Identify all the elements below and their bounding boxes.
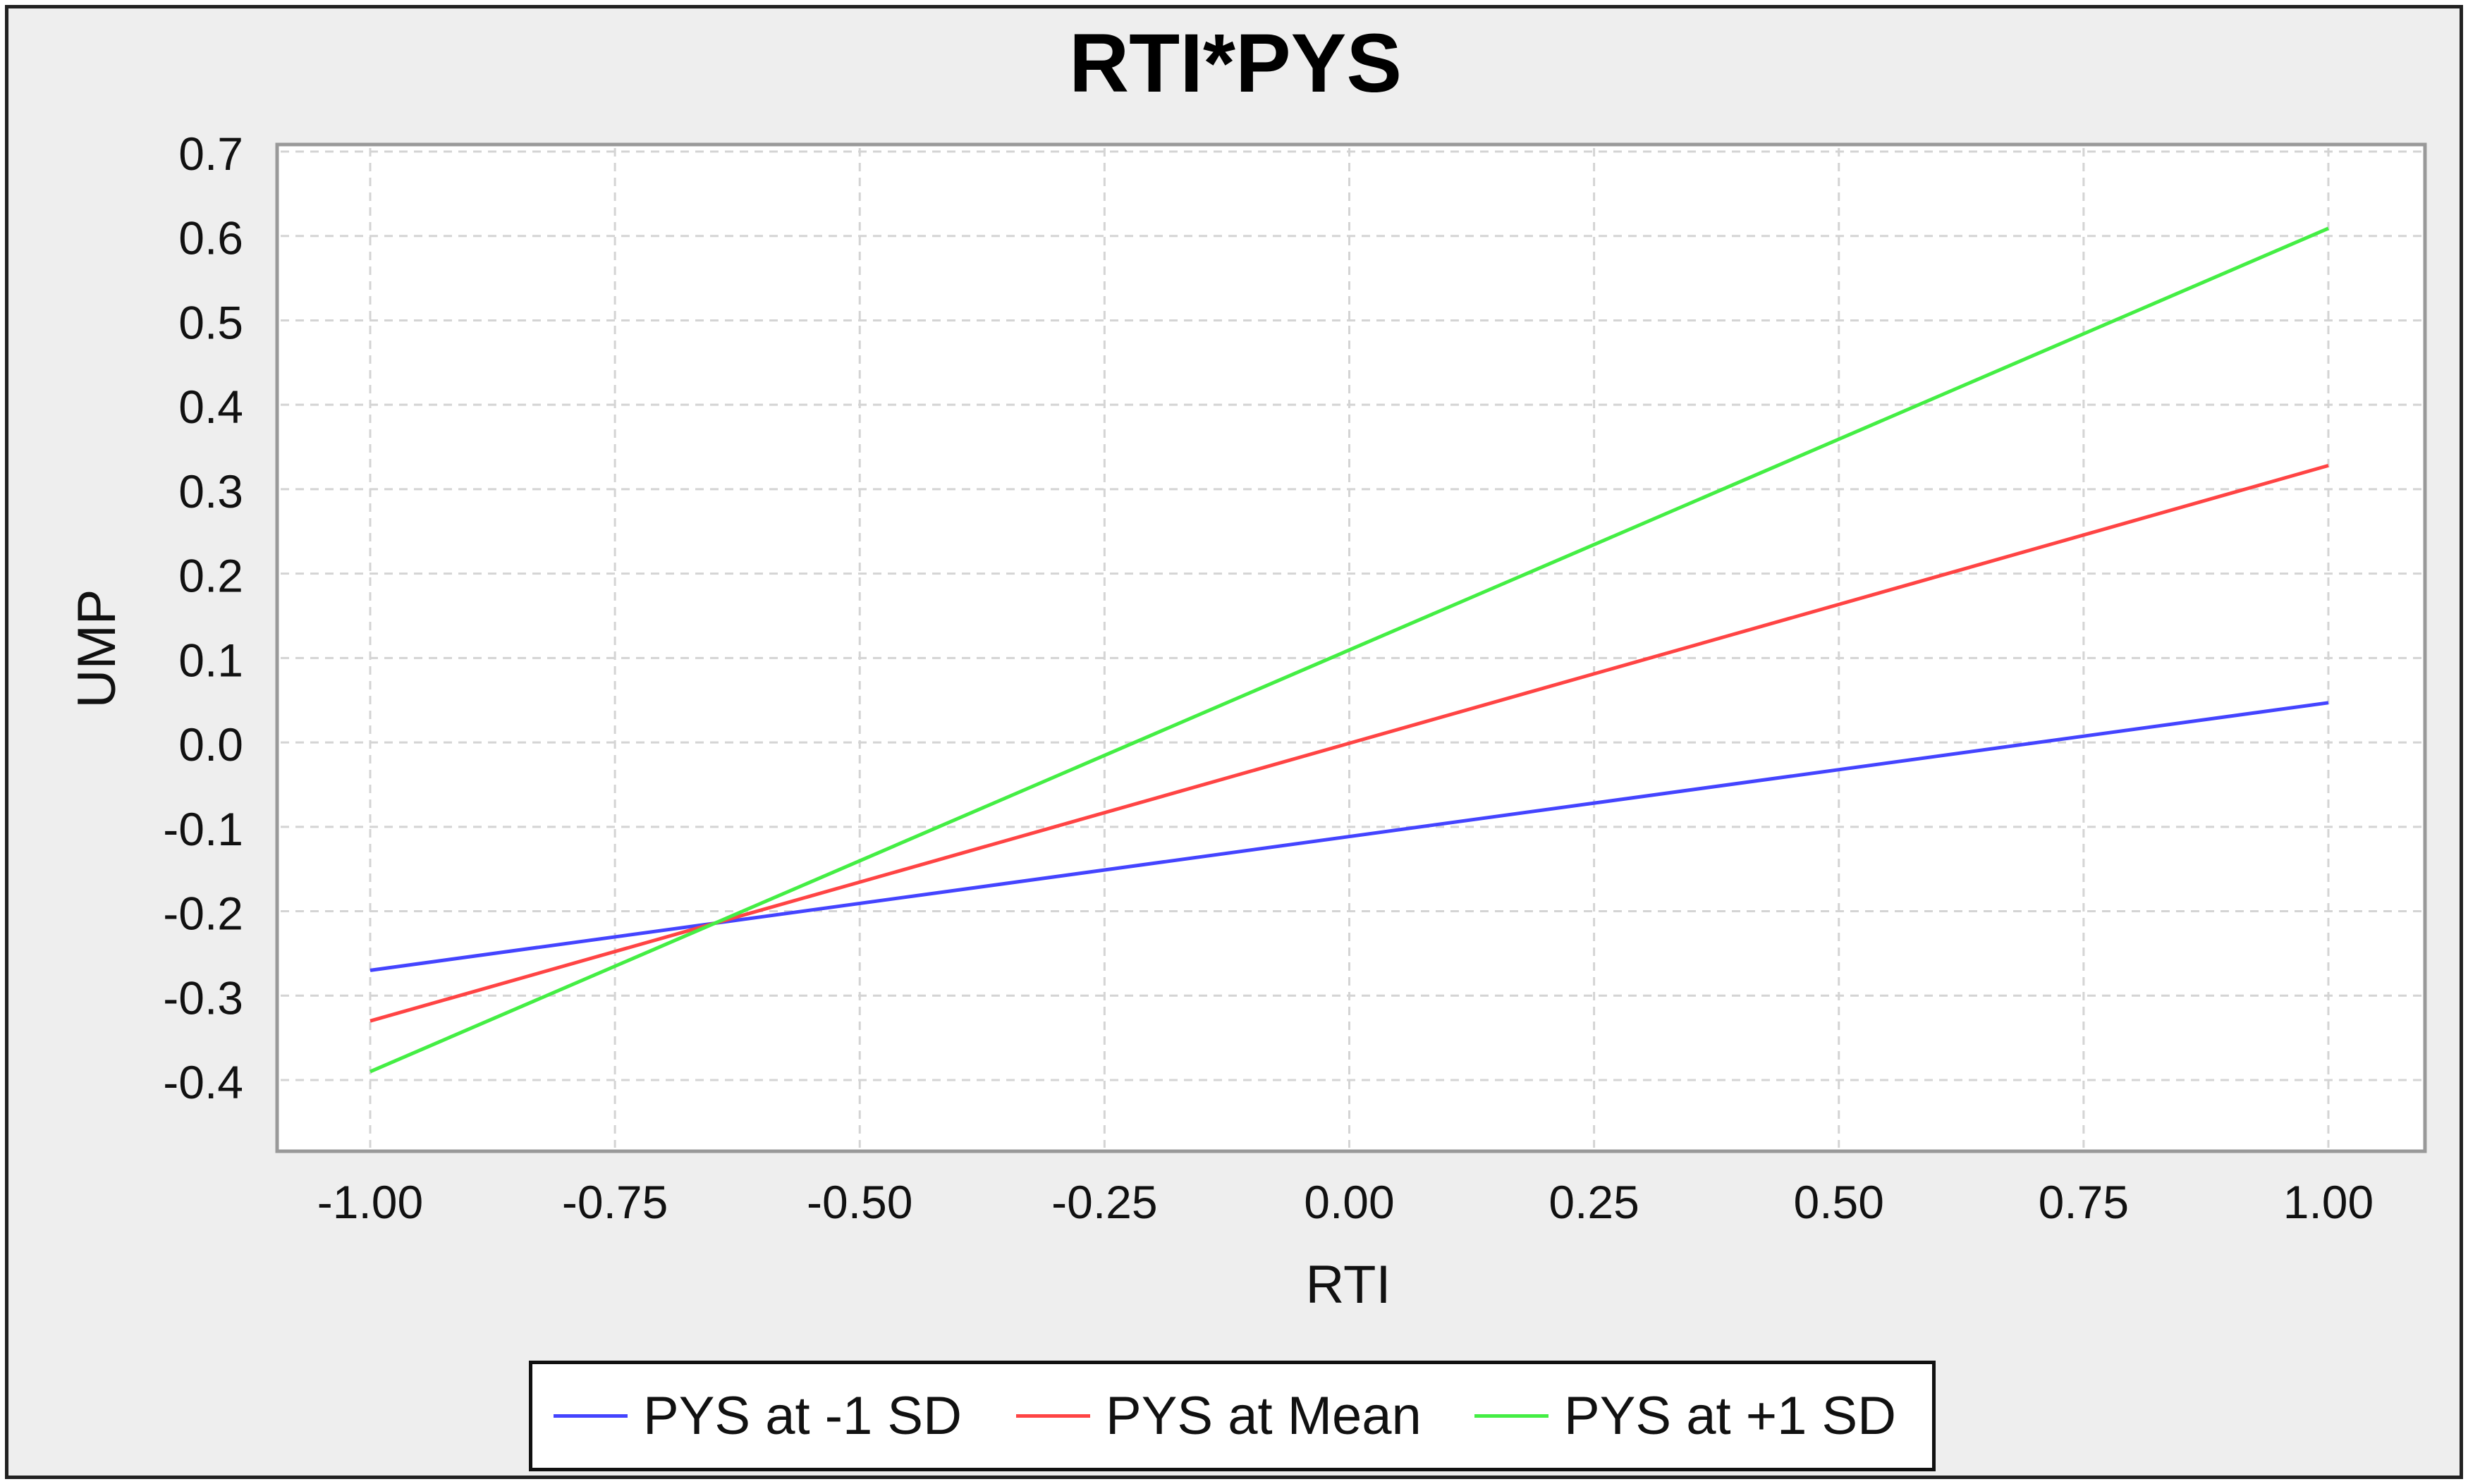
x-axis-label: RTI — [1305, 1255, 1391, 1315]
series-lines — [369, 226, 2329, 1074]
x-tick-label: 0.75 — [2039, 1176, 2129, 1228]
legend-swatch-plus-1sd — [1474, 1414, 1548, 1418]
x-tick-label: 0.25 — [1548, 1176, 1639, 1228]
legend-swatch-minus-1sd — [554, 1414, 628, 1418]
legend-item-mean: PYS at Mean — [1016, 1364, 1422, 1468]
x-tick-label: -0.50 — [807, 1176, 912, 1228]
y-axis-label: UMP — [67, 589, 127, 709]
legend-label-minus-1sd: PYS at -1 SD — [643, 1386, 962, 1446]
y-tick-label: -0.1 — [163, 803, 243, 855]
x-tick-label: 1.00 — [2283, 1176, 2374, 1228]
grid — [281, 148, 2421, 1148]
y-tick-label: 0.4 — [178, 381, 243, 433]
y-tick-label: -0.3 — [163, 971, 243, 1024]
legend-label-mean: PYS at Mean — [1106, 1386, 1422, 1446]
x-tick-label: 0.00 — [1304, 1176, 1394, 1228]
x-tick-label: 0.50 — [1794, 1176, 1884, 1228]
series-line-plus-1sd — [369, 226, 2329, 1074]
y-tick-label: 0.0 — [178, 718, 243, 771]
x-tick-label: -0.25 — [1051, 1176, 1157, 1228]
y-tick-label: -0.4 — [163, 1056, 243, 1108]
y-tick-label: 0.2 — [178, 550, 243, 602]
legend: PYS at -1 SD PYS at Mean PYS at +1 SD — [529, 1361, 1936, 1471]
y-tick-label: 0.3 — [178, 465, 243, 517]
y-tick-label: 0.5 — [178, 296, 243, 348]
series-line-mean — [369, 463, 2329, 1023]
legend-item-minus-1sd: PYS at -1 SD — [554, 1364, 962, 1468]
x-tick-label: -0.75 — [562, 1176, 668, 1228]
legend-label-plus-1sd: PYS at +1 SD — [1564, 1386, 1897, 1446]
series-line-minus-1sd — [369, 701, 2329, 972]
y-tick-label: 0.7 — [178, 128, 243, 180]
x-tick-label: -1.00 — [317, 1176, 423, 1228]
x-tick-labels: -1.00 -0.75 -0.50 -0.25 0.00 0.25 0.50 0.75 1.00 — [317, 1176, 2374, 1228]
chart-title: RTI*PYS — [1069, 17, 1402, 110]
y-tick-label: -0.2 — [163, 888, 243, 940]
y-tick-label: 0.6 — [178, 212, 243, 264]
y-tick-label: 0.1 — [178, 634, 243, 686]
legend-swatch-mean — [1016, 1414, 1090, 1418]
y-tick-labels: 0.7 0.6 0.5 0.4 0.3 0.2 0.1 0.0 -0.1 -0.2 -0.3 -0.4 — [163, 128, 243, 1108]
legend-item-plus-1sd: PYS at +1 SD — [1474, 1364, 1896, 1468]
